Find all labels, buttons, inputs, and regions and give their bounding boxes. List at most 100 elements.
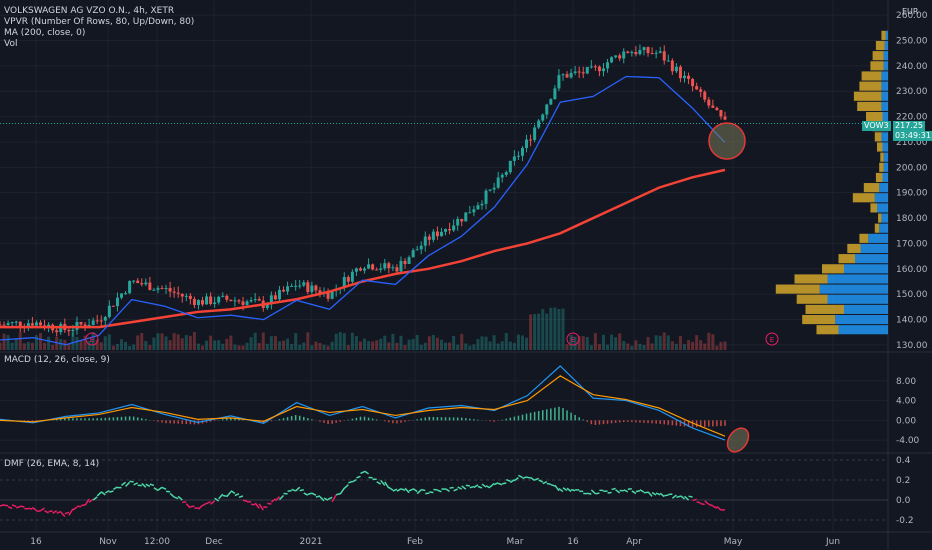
candle-body xyxy=(650,53,654,55)
dmf-line-segment xyxy=(335,492,341,496)
volume-bar xyxy=(152,337,156,350)
ma-legend[interactable]: MA (200, close, 0) xyxy=(4,28,86,38)
candle-body xyxy=(403,260,407,264)
volume-bar xyxy=(265,343,269,350)
volume-bar xyxy=(456,344,460,350)
volume-bar xyxy=(136,335,140,350)
candle-body xyxy=(646,47,650,54)
vp-down-bar xyxy=(870,61,884,71)
candle-body xyxy=(687,75,691,79)
vp-down-bar xyxy=(880,152,884,162)
vp-down-bar xyxy=(866,111,883,122)
volume-bar xyxy=(269,336,273,350)
dmf-line-segment xyxy=(258,503,264,511)
volume-bar xyxy=(516,334,520,350)
price-candles xyxy=(0,44,727,337)
candle-body xyxy=(241,301,245,305)
time-tick-label: Dec xyxy=(205,537,222,547)
candle-body xyxy=(525,139,529,148)
volume-bar xyxy=(354,336,358,350)
volume-bar xyxy=(306,332,310,350)
dmf-line-segment xyxy=(210,500,216,505)
candle-body xyxy=(423,236,427,246)
dmf-line-segment xyxy=(716,505,722,511)
vp-up-bar xyxy=(882,142,888,152)
candle-body xyxy=(561,74,565,76)
dmf-line-segment xyxy=(688,495,693,498)
dmf-line-segment xyxy=(481,483,487,488)
candle-body xyxy=(492,187,496,190)
volume-bar xyxy=(395,342,399,350)
dmf-line-segment xyxy=(473,484,479,489)
volume-bar xyxy=(6,335,10,350)
volume-bar xyxy=(302,342,306,350)
macd-legend[interactable]: MACD (12, 26, close, 9) xyxy=(4,355,110,365)
vp-down-bar xyxy=(802,314,836,325)
volume-bar xyxy=(261,332,265,350)
volume-bar xyxy=(34,335,38,350)
volume-bar xyxy=(277,341,281,350)
dmf-line-segment xyxy=(404,487,410,494)
candle-body xyxy=(140,283,144,285)
volume-bar xyxy=(209,335,213,350)
candle-body xyxy=(411,250,415,258)
vp-down-bar xyxy=(861,71,882,81)
candle-body xyxy=(460,218,464,222)
volume-bar xyxy=(533,313,537,350)
vp-up-bar xyxy=(868,233,888,243)
volume-bar xyxy=(379,338,383,350)
time-tick-label: 16 xyxy=(30,537,42,547)
dmf-line-segment xyxy=(457,486,463,490)
dmf-tick-label: 0.2 xyxy=(896,476,910,486)
dmf-line-segment xyxy=(651,491,657,496)
price-tick-label: 180.00 xyxy=(896,214,928,224)
candle-body xyxy=(500,174,504,178)
dmf-line-segment xyxy=(570,488,576,492)
dmf-line-segment xyxy=(113,486,118,491)
volume-bar xyxy=(399,335,403,350)
candle-body xyxy=(674,66,678,72)
volume-bar xyxy=(561,308,565,350)
volume-bar xyxy=(184,335,188,350)
dmf-line-segment xyxy=(206,500,211,505)
candle-body xyxy=(18,321,22,327)
signal-line xyxy=(0,375,726,437)
candle-body xyxy=(245,301,249,305)
vpvr-legend[interactable]: VPVR (Number Of Rows, 80, Up/Down, 80) xyxy=(4,17,195,27)
volume-bar xyxy=(217,340,221,350)
volume-bar xyxy=(148,345,152,350)
candle-body xyxy=(533,127,537,140)
dmf-line-segment xyxy=(307,492,313,496)
price-tick-label: 150.00 xyxy=(896,290,928,300)
candle-body xyxy=(144,282,148,285)
vp-down-bar xyxy=(874,223,880,233)
candle-body xyxy=(132,280,136,282)
dmf-line-segment xyxy=(566,487,572,493)
volume-bar xyxy=(618,333,622,350)
candle-body xyxy=(435,231,439,237)
volume-bar xyxy=(314,341,318,350)
vol-legend[interactable]: Vol xyxy=(4,39,18,49)
vp-up-bar xyxy=(827,294,888,304)
candle-body xyxy=(342,277,346,288)
volume-bar xyxy=(512,343,516,350)
candle-body xyxy=(67,330,71,332)
dmf-line-segment xyxy=(84,498,90,506)
dmf-line-segment xyxy=(538,479,544,483)
candle-body xyxy=(589,66,593,68)
volume-bar xyxy=(338,332,342,350)
dmf-line-segment xyxy=(400,488,406,491)
candle-body xyxy=(383,263,387,269)
time-tick-label: May xyxy=(724,537,743,547)
volume-bar xyxy=(107,334,111,350)
volume-bar xyxy=(229,335,233,350)
candle-body xyxy=(654,52,658,54)
candle-body xyxy=(273,295,277,300)
dmf-line-segment xyxy=(704,500,710,505)
dmf-line-segment xyxy=(303,492,309,496)
volume-bar xyxy=(205,340,209,350)
volume-bar xyxy=(294,333,298,350)
blue-ma-line xyxy=(0,75,726,346)
dmf-legend[interactable]: DMF (26, EMA, 8, 14) xyxy=(4,459,100,469)
